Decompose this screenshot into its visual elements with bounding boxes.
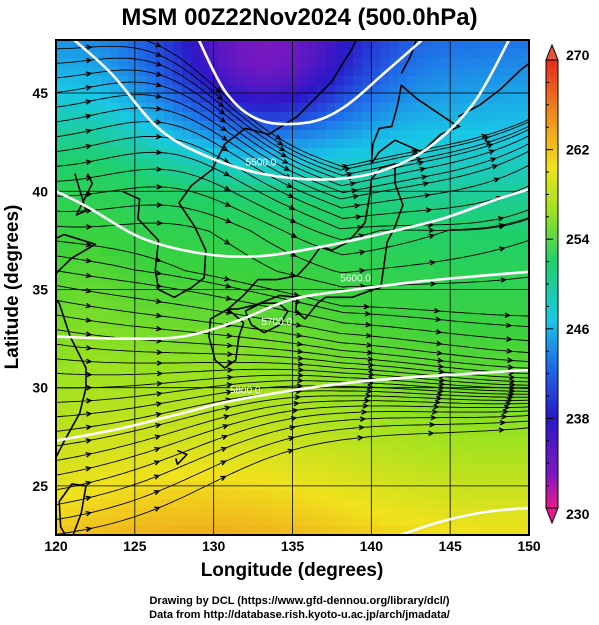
contour-5500 [72,40,511,181]
contour-5600 [56,188,529,259]
x-tick-label: 145 [438,538,462,554]
y-tick-label: 45 [32,85,48,101]
colorbar-label: 230 [566,506,590,522]
height-contours [56,40,529,535]
x-tick-label: 150 [517,538,541,554]
x-tick-label: 120 [44,538,68,554]
contour-labels: 5500.0 5600.0 5700.0 5800.0 [230,158,371,397]
contour-5400 [197,40,425,126]
contour-label: 5600.0 [340,274,371,285]
y-tick-labels: 45 40 35 30 25 [32,85,48,494]
colorbar: 270 262 254 246 238 230 [545,43,590,525]
y-axis-title: Latitude (degrees) [2,205,23,370]
plot-frame [55,39,530,536]
contour-5800 [56,368,529,442]
y-tick-label: 40 [32,183,48,199]
x-tick-label: 135 [281,538,305,554]
colorbar-ticks: 270 262 254 246 238 230 [546,47,590,522]
contour-5900 [396,506,529,535]
colorbar-label: 262 [566,142,590,158]
credits-line-1: Drawing by DCL (https://www.gfd-dennou.o… [149,595,450,607]
credits: Drawing by DCL (https://www.gfd-dennou.o… [0,594,599,622]
x-tick-label: 125 [123,538,147,554]
colorbar-label: 246 [566,321,590,337]
colorbar-label: 254 [566,231,590,247]
colorbar-label: 238 [566,410,590,426]
colorbar-label: 270 [566,47,590,63]
x-tick-labels: 120 125 130 135 140 145 150 [44,538,541,554]
contour-label: 5700.0 [261,317,292,328]
map-title: MSM 00Z22Nov2024 (500.0hPa) [121,4,478,31]
x-axis-title: Longitude (degrees) [201,560,384,581]
y-tick-label: 30 [32,380,48,396]
x-tick-label: 140 [360,538,384,554]
contour-5700 [56,270,529,341]
y-tick-label: 25 [32,478,48,494]
colorbar-min-arrow [545,507,559,525]
x-tick-label: 130 [202,538,226,554]
colorbar-max-arrow [545,43,559,61]
contour-label: 5800.0 [230,386,261,397]
wind-streamlines [56,40,529,535]
contour-label: 5500.0 [246,158,277,169]
y-tick-label: 35 [32,281,48,297]
credits-line-2: Data from http://database.rish.kyoto-u.a… [149,609,450,621]
